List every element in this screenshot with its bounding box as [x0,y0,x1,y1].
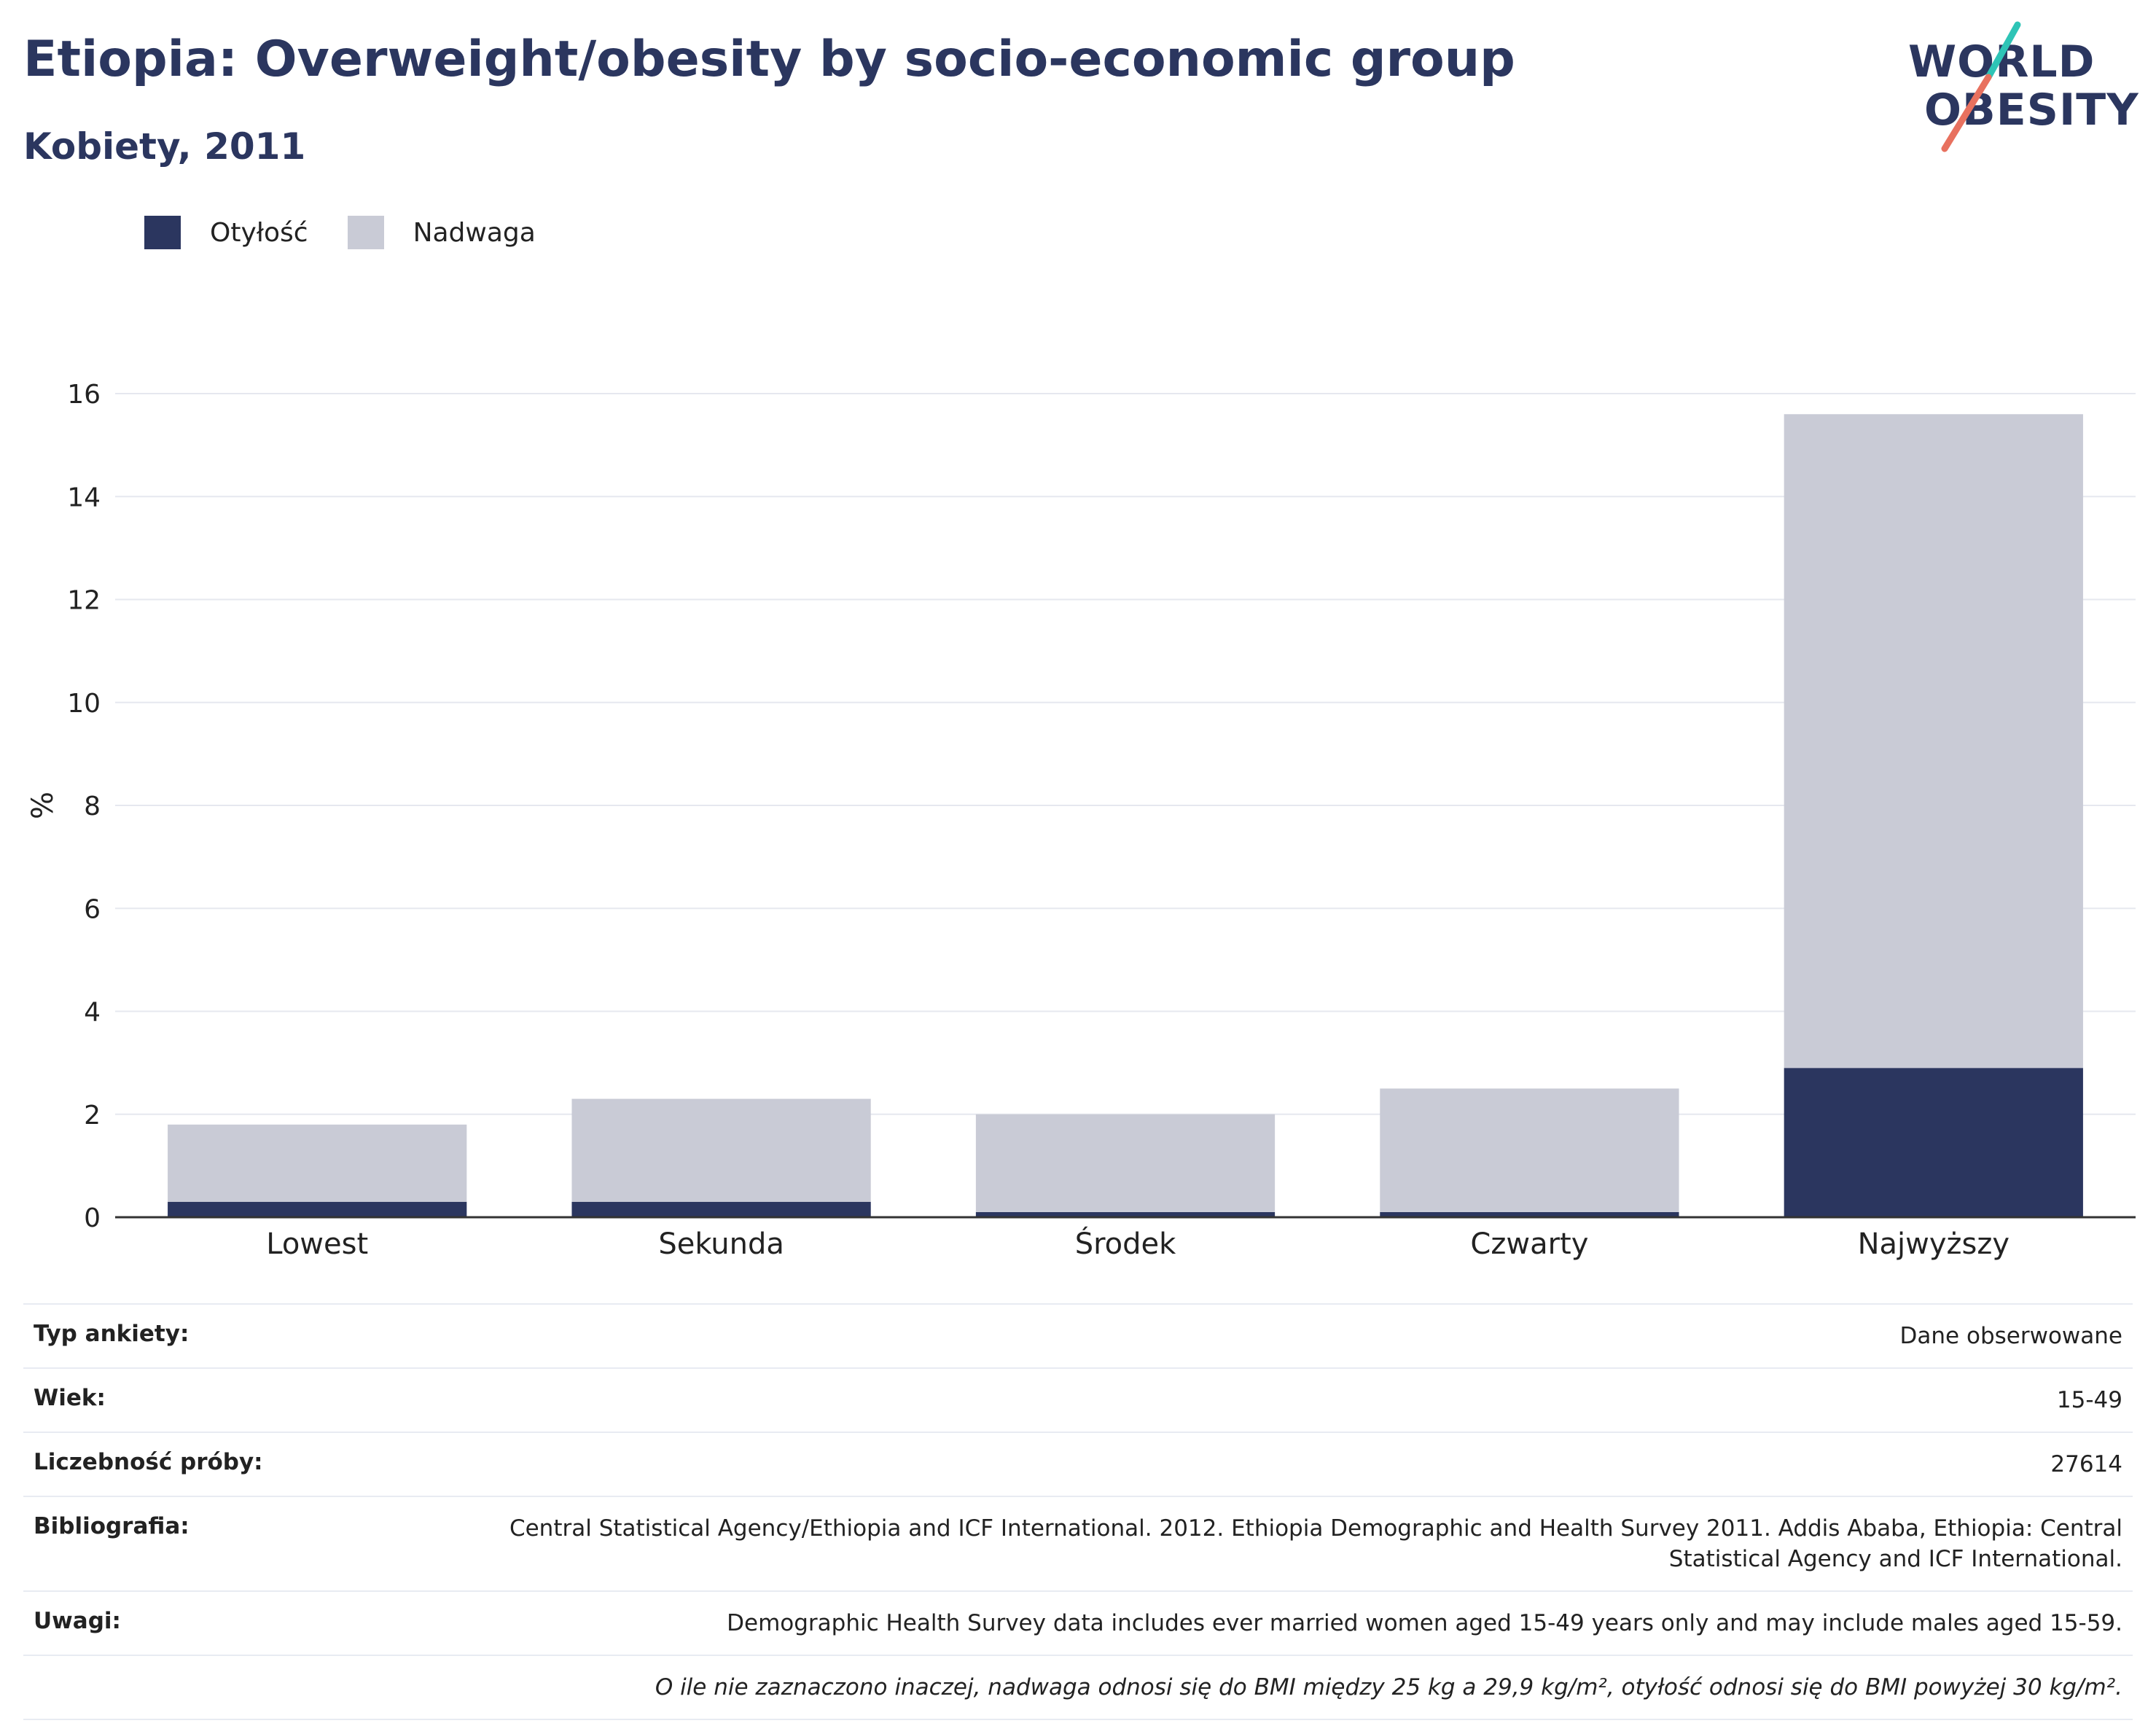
bar-obesity[interactable] [975,1211,1276,1217]
y-tick-label: 0 [84,1203,101,1233]
x-tick-label: Najwyższy [1858,1227,2009,1261]
legend-label-obesity: Otyłość [210,217,308,248]
bar-overweight[interactable] [571,1098,871,1202]
bar-overweight[interactable] [975,1114,1276,1212]
bar-obesity[interactable] [168,1201,467,1217]
info-row: Bibliografia: Central Statistical Agency/… [23,1496,2133,1591]
legend: Otyłość Nadwaga [144,216,575,249]
bar-overweight[interactable] [1380,1088,1679,1212]
legend-swatch-overweight [347,216,384,249]
legend-item-obesity[interactable]: Otyłość [144,216,308,249]
y-tick-label: 8 [84,792,101,821]
bar-overweight[interactable] [1784,414,2083,1069]
info-row: Wiek: 15-49 [23,1367,2133,1432]
legend-label-overweight: Nadwaga [413,217,536,248]
x-tick-label: Czwarty [1470,1227,1588,1261]
y-tick-label: 4 [84,998,101,1028]
info-value: Demographic Health Survey data includes … [423,1590,2133,1655]
x-tick-label: Lowest [266,1227,368,1261]
legend-swatch-obesity [144,216,181,249]
y-tick-label: 16 [67,380,101,410]
y-tick-label: 12 [67,586,101,616]
x-tick-label: Środek [1075,1226,1176,1261]
bar-obesity[interactable] [1784,1068,2083,1217]
info-row: Liczebność próby: 27614 [23,1432,2133,1496]
info-value: Dane obserwowane [423,1303,2133,1368]
info-note-spacer [23,1655,423,1720]
bmi-definition-note: O ile nie zaznaczono inaczej, nadwaga od… [423,1655,2133,1720]
info-value: Central Statistical Agency/Ethiopia and … [423,1496,2133,1591]
info-key: Typ ankiety: [23,1303,423,1368]
x-tick-label: Sekunda [658,1227,784,1261]
world-obesity-logo: WORLD OBESITY [1895,19,2143,157]
info-key: Uwagi: [23,1590,423,1655]
logo-word-world: WORLD [1908,36,2096,87]
info-key: Wiek: [23,1367,423,1432]
logo-slash-icon [1941,21,2021,152]
chart-subtitle: Kobiety, 2011 [23,125,306,168]
info-row: Uwagi: Demographic Health Survey data inc… [23,1590,2133,1655]
y-tick-label: 2 [84,1101,101,1130]
info-value: 15-49 [423,1367,2133,1432]
info-row: Typ ankiety: Dane obserwowane [23,1303,2133,1368]
info-value: 27614 [423,1432,2133,1496]
bar-obesity[interactable] [571,1201,871,1217]
legend-item-overweight[interactable]: Nadwaga [347,216,536,249]
bar-overweight[interactable] [168,1124,467,1202]
survey-info-table: Typ ankiety: Dane obserwowane Wiek: 15-49 Li… [23,1303,2133,1720]
y-axis-label: % [26,792,60,819]
bar-obesity[interactable] [1380,1211,1679,1217]
info-key: Bibliografia: [23,1496,423,1591]
chart-title: Etiopia: Overweight/obesity by socio-eco… [23,31,1515,88]
bar-chart: 0 2 4 6 8 10 12 14 16% Lowest Sekunda Środek Czwarty… [26,380,2136,1261]
y-tick-label: 14 [67,483,101,512]
info-note-row: O ile nie zaznaczono inaczej, nadwaga od… [23,1655,2133,1720]
y-tick-label: 6 [84,894,101,924]
info-key: Liczebność próby: [23,1432,423,1496]
y-tick-label: 10 [67,689,101,719]
